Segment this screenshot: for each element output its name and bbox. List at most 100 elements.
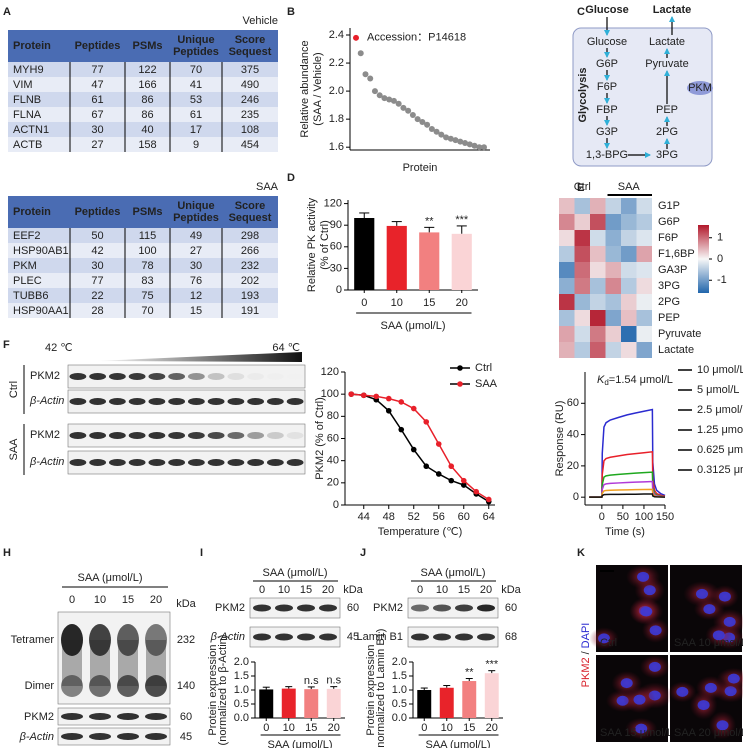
blot-band xyxy=(275,604,293,612)
y-tick-label: 2.4 xyxy=(329,29,344,41)
series-line xyxy=(589,408,666,498)
nucleus xyxy=(716,720,729,731)
group-label: Ctrl xyxy=(8,381,20,398)
blot-smear xyxy=(62,640,82,686)
y-tick-label: 2.0 xyxy=(392,656,407,668)
bar xyxy=(259,689,274,718)
y-tick-label: 1.5 xyxy=(392,670,407,682)
point xyxy=(452,137,459,144)
header-cell: Protein xyxy=(13,40,51,52)
row-label: PKM2 xyxy=(30,429,60,441)
legend-label: SAA xyxy=(475,378,498,390)
blot-strip xyxy=(67,423,306,448)
blot-band xyxy=(117,733,139,740)
unit-label: kDa xyxy=(343,584,363,596)
x-tick-label: 20 xyxy=(486,722,498,734)
blot-strip xyxy=(67,389,306,414)
colorbar-label: 1 xyxy=(717,232,723,244)
metabolite: 2PG xyxy=(656,126,678,138)
row-label: β-Actin xyxy=(210,631,245,643)
blot-band xyxy=(61,713,83,720)
point xyxy=(438,131,445,138)
table-cell: 108 xyxy=(241,124,259,136)
nucleus xyxy=(620,678,633,689)
table-cell: 122 xyxy=(138,64,156,76)
panel-label: J xyxy=(360,547,366,559)
table-cell: 50 xyxy=(91,230,103,242)
y-tick-label: 0.0 xyxy=(392,712,407,724)
nucleus xyxy=(635,723,648,734)
heatmap-cell xyxy=(605,262,621,278)
blot-band xyxy=(108,373,126,380)
point xyxy=(410,446,417,453)
row-label: PKM2 xyxy=(215,602,245,614)
table-cell: 202 xyxy=(241,275,259,287)
metabolite: Glucose xyxy=(587,36,627,48)
heatmap-cell xyxy=(590,278,606,294)
heatmap-cell xyxy=(621,310,637,326)
blot-band xyxy=(266,398,284,405)
blot-band xyxy=(61,624,83,656)
table-cell: 246 xyxy=(241,94,259,106)
y-tick-label: 60 xyxy=(327,432,339,444)
blot-band xyxy=(287,373,304,380)
y-tick-label: 20 xyxy=(567,460,579,472)
nucleus xyxy=(598,633,611,644)
row-label: F6P xyxy=(658,232,678,244)
nucleus xyxy=(704,682,717,693)
panel-label: I xyxy=(200,547,203,559)
image-label: SAA 20 μmol/L xyxy=(674,727,743,739)
heatmap-cell xyxy=(590,198,606,214)
heatmap-cell xyxy=(605,246,621,262)
heatmap-cell xyxy=(590,342,606,358)
heatmap-cell xyxy=(590,294,606,310)
heatmap-cell xyxy=(574,326,590,342)
table-cell: 77 xyxy=(91,275,103,287)
x-tick-label: 60 xyxy=(458,511,470,523)
bar xyxy=(439,687,454,718)
header-cell: Peptides xyxy=(173,212,219,224)
table-row xyxy=(8,137,278,152)
heatmap-cell xyxy=(605,326,621,342)
blot-strip xyxy=(407,597,499,619)
row-label: β-Actin xyxy=(19,731,54,743)
heatmap-cell xyxy=(559,214,575,230)
y-axis-label: Protein expression xyxy=(207,644,219,735)
point xyxy=(385,407,392,414)
blot-band xyxy=(89,624,111,656)
table-row xyxy=(8,107,278,122)
enzyme xyxy=(687,81,713,95)
x-axis-label: SAA (μmol/L) xyxy=(267,739,332,748)
heatmap-cell xyxy=(574,214,590,230)
y-tick-label: 1.6 xyxy=(329,141,344,153)
point xyxy=(400,104,407,111)
table-cell: 77 xyxy=(91,64,103,76)
nucleus xyxy=(727,673,740,684)
table-row xyxy=(8,92,278,107)
x-tick-label: 20 xyxy=(328,722,340,734)
point xyxy=(373,393,380,400)
heatmap-cell xyxy=(590,310,606,326)
panel-label: D xyxy=(287,172,295,184)
temperature-label: 42 ℃ xyxy=(45,342,73,354)
blot-band xyxy=(319,633,337,641)
metabolite: Lactate xyxy=(653,4,692,16)
y-tick-label: 0 xyxy=(336,284,342,296)
blot-band xyxy=(89,733,111,740)
table-cell: EEF2 xyxy=(13,230,41,242)
group-label: Ctrl xyxy=(574,181,591,193)
x-axis-label: Time (s) xyxy=(605,526,645,538)
point xyxy=(428,125,435,132)
unit-label: kDa xyxy=(501,584,521,596)
row-label: β-Actin xyxy=(29,456,64,468)
heatmap-cell xyxy=(559,294,575,310)
heatmap-cell xyxy=(605,230,621,246)
blot-band xyxy=(187,432,205,439)
point xyxy=(390,97,397,104)
header-cell: Protein xyxy=(13,206,51,218)
legend-marker xyxy=(457,381,463,387)
table-cell: FLNA xyxy=(13,109,42,121)
panel-label: E xyxy=(577,182,584,194)
header-cell: PSMs xyxy=(133,40,163,52)
